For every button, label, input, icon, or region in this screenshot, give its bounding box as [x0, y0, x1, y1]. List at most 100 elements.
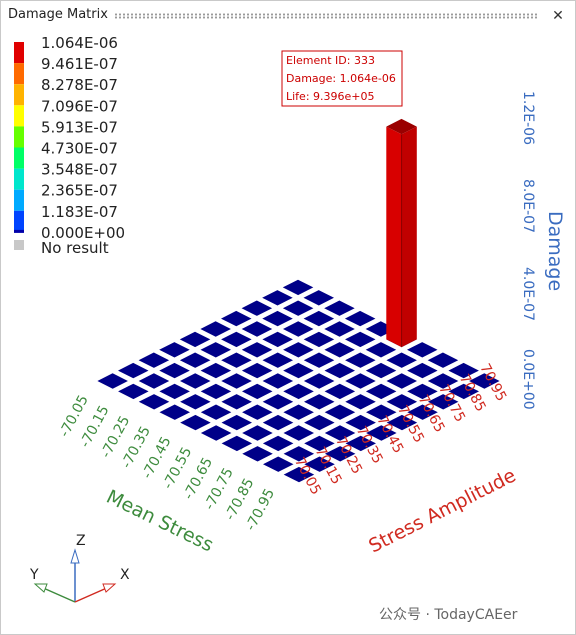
matrix-cell[interactable]	[97, 373, 128, 389]
matrix-cell[interactable]	[304, 414, 335, 431]
matrix-cell[interactable]	[138, 373, 170, 389]
matrix-cell[interactable]	[345, 352, 376, 368]
matrix-cell[interactable]	[283, 404, 314, 420]
matrix-cell[interactable]	[283, 383, 314, 400]
drag-grip-handle[interactable]	[114, 13, 539, 19]
matrix-cell[interactable]	[262, 331, 293, 348]
matrix-cell[interactable]	[179, 352, 211, 368]
matrix-cell[interactable]	[221, 373, 252, 389]
matrix-cell[interactable]	[138, 394, 170, 410]
matrix-cell[interactable]	[303, 331, 335, 348]
matrix-cell[interactable]	[324, 321, 355, 337]
matrix-cell[interactable]	[324, 425, 356, 441]
matrix-cell[interactable]	[303, 310, 335, 327]
matrix-cell[interactable]	[159, 404, 191, 420]
matrix-cell[interactable]	[200, 425, 232, 441]
matrix-cell[interactable]	[469, 373, 500, 389]
matrix-cell[interactable]	[303, 352, 335, 368]
matrix-cell[interactable]	[242, 425, 273, 441]
matrix-cell[interactable]	[262, 290, 293, 306]
matrix-cell[interactable]	[241, 342, 273, 358]
matrix-cell[interactable]	[324, 362, 356, 379]
matrix-cell[interactable]	[365, 362, 397, 379]
matrix-cell[interactable]	[221, 352, 252, 368]
matrix-cell[interactable]	[118, 362, 149, 379]
matrix-cell[interactable]	[221, 310, 252, 327]
matrix-cell[interactable]	[180, 414, 211, 431]
matrix-cell[interactable]	[407, 383, 438, 400]
peak-damage-bar[interactable]	[386, 118, 417, 348]
matrix-cell[interactable]	[200, 362, 232, 379]
matrix-cell[interactable]	[262, 352, 294, 368]
matrix-cell[interactable]	[386, 373, 418, 389]
matrix-cell[interactable]	[262, 414, 294, 431]
matrix-cell[interactable]	[262, 373, 294, 389]
matrix-cell[interactable]	[324, 446, 356, 462]
matrix-cell[interactable]	[263, 456, 294, 472]
matrix-cell[interactable]	[179, 331, 211, 348]
matrix-cell[interactable]	[324, 404, 356, 420]
matrix-cell[interactable]	[304, 456, 335, 472]
matrix-cell[interactable]	[159, 383, 190, 400]
matrix-cell[interactable]	[324, 383, 356, 400]
matrix-cell[interactable]	[366, 404, 397, 420]
matrix-cell[interactable]	[386, 414, 418, 431]
matrix-cell[interactable]	[283, 466, 315, 483]
matrix-cell[interactable]	[118, 383, 149, 400]
matrix-cell[interactable]	[386, 352, 417, 368]
matrix-cell[interactable]	[221, 331, 252, 348]
matrix-cell[interactable]	[304, 394, 335, 410]
matrix-cell[interactable]	[200, 321, 231, 337]
matrix-cell[interactable]	[282, 300, 314, 316]
matrix-cell[interactable]	[283, 425, 315, 441]
matrix-cell[interactable]	[200, 342, 232, 358]
matrix-cell[interactable]	[262, 310, 293, 327]
matrix-cell[interactable]	[200, 383, 232, 400]
matrix-cell[interactable]	[366, 425, 397, 441]
matrix-cell[interactable]	[221, 394, 252, 410]
matrix-cell[interactable]	[159, 362, 190, 379]
matrix-cell[interactable]	[344, 310, 376, 327]
matrix-cell[interactable]	[345, 435, 377, 452]
matrix-cell[interactable]	[241, 321, 273, 337]
matrix-cell[interactable]	[304, 435, 335, 452]
matrix-cell[interactable]	[221, 435, 253, 452]
matrix-cell[interactable]	[241, 300, 273, 316]
matrix-cell[interactable]	[221, 414, 253, 431]
matrix-cell[interactable]	[200, 404, 232, 420]
matrix-cell[interactable]	[345, 414, 376, 431]
matrix-cell[interactable]	[283, 362, 314, 379]
matrix-cell[interactable]	[448, 383, 480, 400]
matrix-cell[interactable]	[159, 342, 190, 358]
matrix-cell[interactable]	[180, 394, 211, 410]
graphics-view[interactable]: 1.064E-06 9.461E-07 8.278E-07 7.096E-07 5.91…	[1, 31, 575, 634]
matrix-cell[interactable]	[345, 373, 376, 389]
matrix-cell[interactable]	[345, 394, 376, 410]
matrix-cell[interactable]	[180, 373, 211, 389]
matrix-cell[interactable]	[283, 446, 315, 462]
matrix-cell[interactable]	[407, 404, 438, 420]
close-icon[interactable]: ✕	[552, 8, 564, 24]
matrix-cell[interactable]	[242, 383, 273, 400]
matrix-cell[interactable]	[138, 352, 170, 368]
matrix-cell[interactable]	[407, 342, 438, 358]
matrix-cell[interactable]	[386, 394, 418, 410]
matrix-cell[interactable]	[242, 446, 273, 462]
matrix-cell[interactable]	[242, 404, 273, 420]
matrix-cell[interactable]	[365, 342, 397, 358]
matrix-cell[interactable]	[303, 373, 335, 389]
matrix-cell[interactable]	[262, 394, 294, 410]
matrix-cell[interactable]	[345, 331, 376, 348]
matrix-cell[interactable]	[427, 352, 459, 368]
view-triad[interactable]: Z Y X	[29, 533, 130, 603]
matrix-cell[interactable]	[283, 342, 314, 358]
matrix-cell[interactable]	[283, 321, 314, 337]
matrix-cell[interactable]	[303, 290, 335, 306]
matrix-cell[interactable]	[427, 394, 459, 410]
matrix-cell[interactable]	[262, 435, 294, 452]
matrix-cell[interactable]	[427, 373, 459, 389]
matrix-cell[interactable]	[324, 300, 355, 316]
matrix-cell[interactable]	[282, 279, 314, 296]
matrix-cell[interactable]	[365, 383, 397, 400]
matrix-cell[interactable]	[448, 362, 479, 379]
